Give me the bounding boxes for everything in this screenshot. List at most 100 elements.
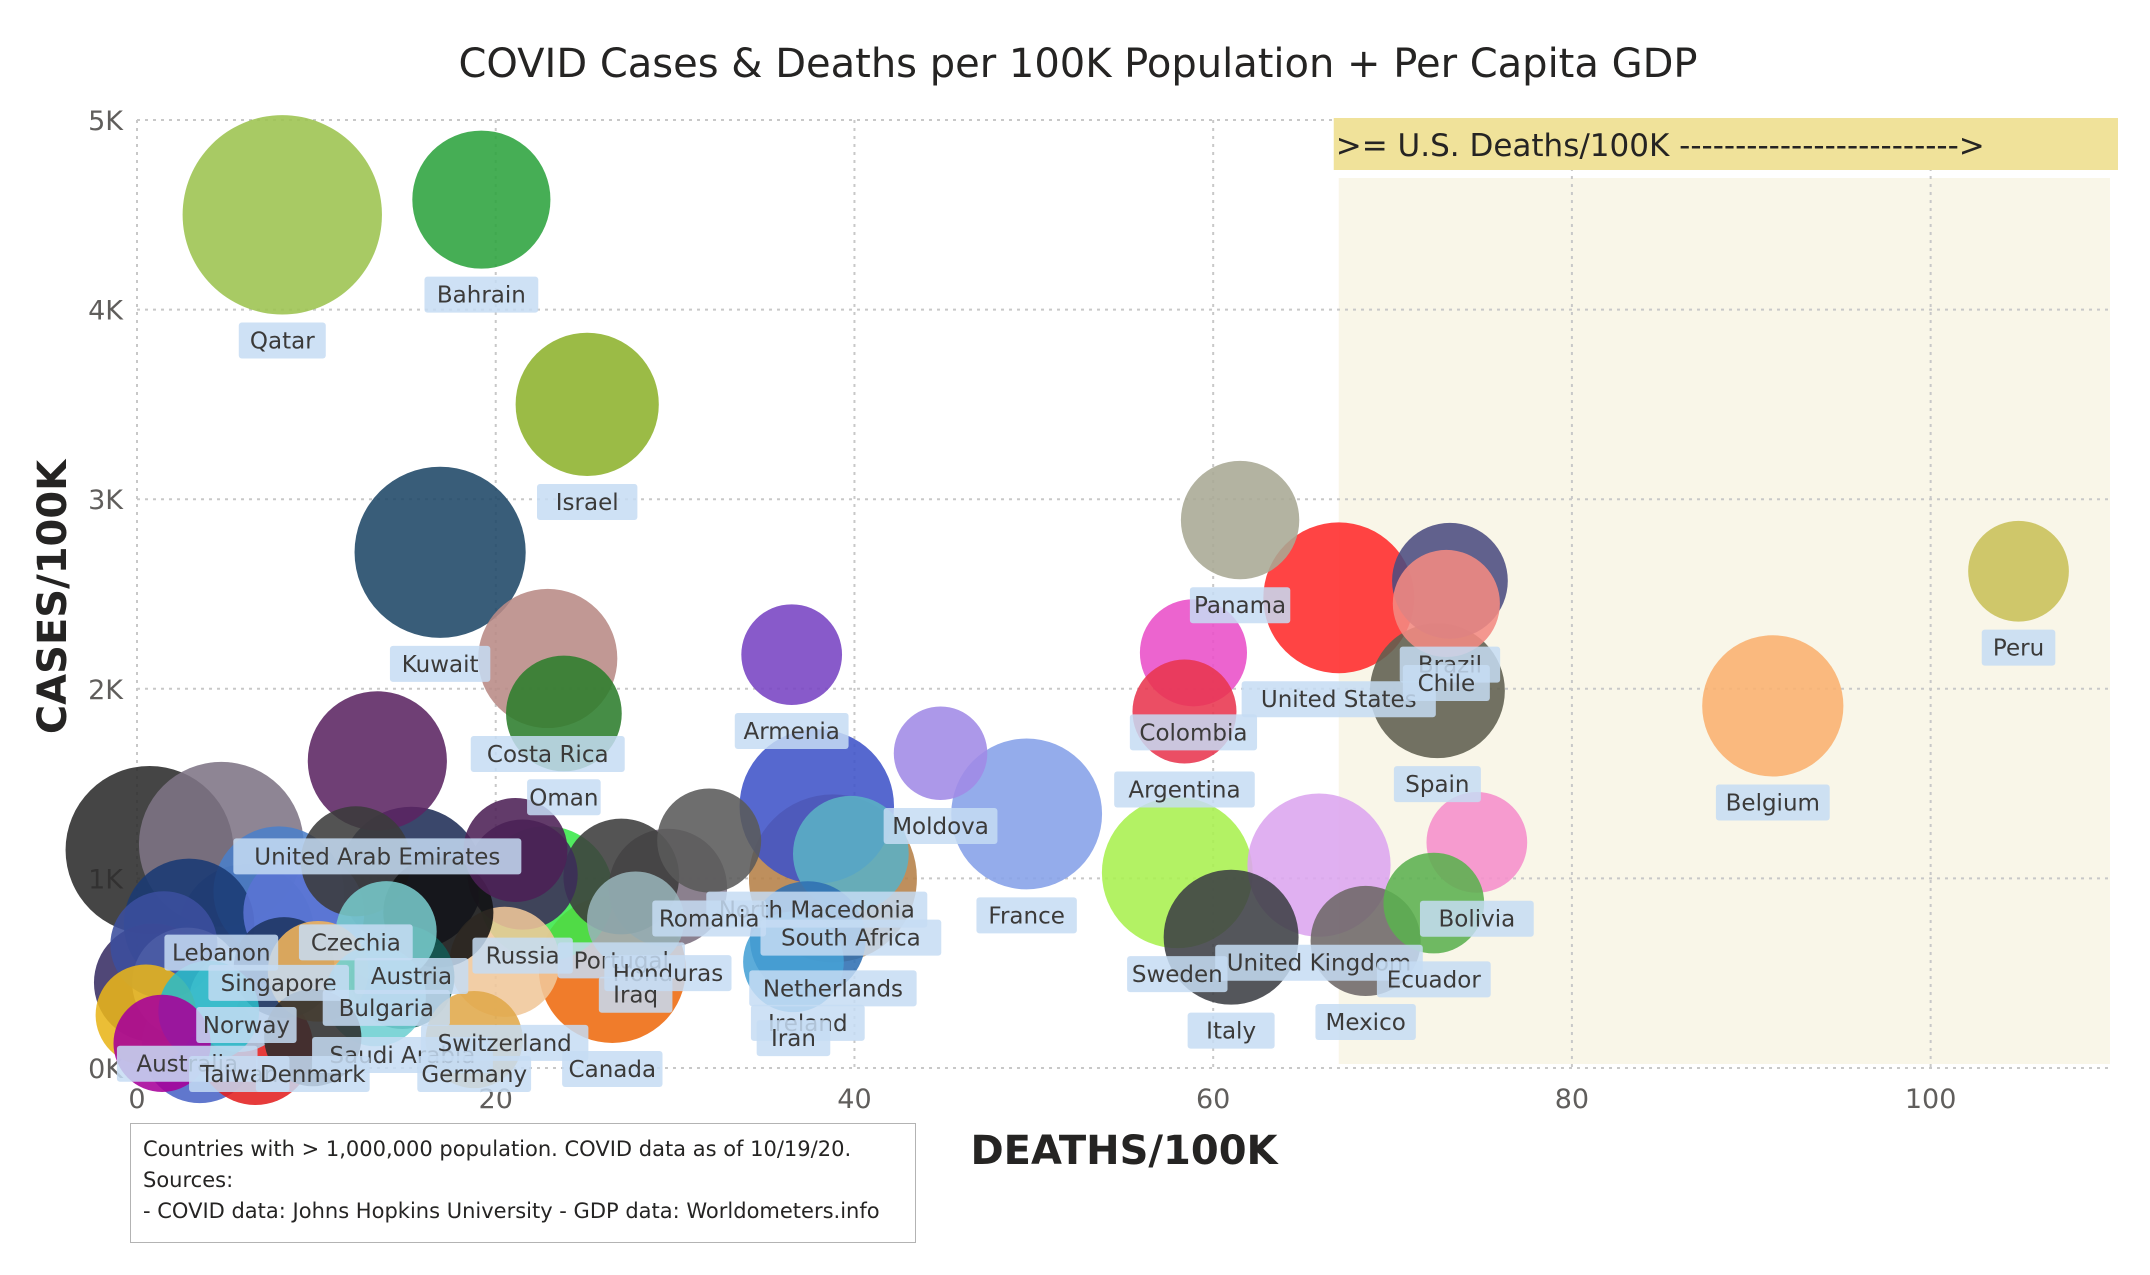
bubble-label-bahrain: Bahrain bbox=[424, 276, 539, 313]
us-deaths-banner-text: >= U.S. Deaths/100K --------------------… bbox=[1336, 128, 1985, 164]
bubble-label-bg bbox=[1402, 665, 1490, 702]
bubble-label-text: Lebanon bbox=[172, 941, 270, 967]
bubble-label-text: Panama bbox=[1194, 593, 1286, 619]
bubble-label-text: Spain bbox=[1405, 772, 1469, 798]
bubble-label-bg bbox=[255, 1056, 370, 1092]
bubble-label-text: Austria bbox=[371, 964, 452, 990]
bubble-label-bg bbox=[760, 919, 942, 956]
bubble-label-bolivia: Bolivia bbox=[1419, 900, 1534, 937]
y-tick-label: 5K bbox=[88, 106, 124, 137]
bubble-label-bg bbox=[1715, 784, 1830, 821]
bubble-label-text: Mexico bbox=[1325, 1010, 1405, 1036]
bubble-peru[interactable] bbox=[1968, 520, 2069, 622]
y-tick-label: 2K bbox=[88, 675, 124, 706]
bubble-label-chile: Chile bbox=[1402, 665, 1490, 702]
bubble-label-iran: Iran bbox=[756, 1020, 831, 1057]
bubble-label-bg bbox=[976, 897, 1077, 934]
bubble-label-netherlands: Netherlands bbox=[749, 970, 917, 1007]
y-tick-label: 4K bbox=[88, 296, 124, 327]
bubble-south-africa[interactable] bbox=[793, 795, 909, 912]
bubble-label-text: Armenia bbox=[743, 719, 839, 745]
bubble-label-text: Germany bbox=[421, 1062, 527, 1088]
bubble-label-germany: Germany bbox=[417, 1056, 532, 1092]
bubble-label-text: Czechia bbox=[311, 930, 401, 956]
note-line-data-sources: - COVID data: Johns Hopkins University -… bbox=[143, 1199, 880, 1223]
bubble-label-text: Iran bbox=[771, 1026, 816, 1052]
x-tick-label: 0 bbox=[128, 1084, 145, 1115]
bubble-kuwait[interactable] bbox=[354, 466, 526, 638]
x-tick-label: 40 bbox=[837, 1084, 871, 1115]
chart-title: COVID Cases & Deaths per 100K Population… bbox=[458, 41, 1697, 87]
bubble-label-text: Bolivia bbox=[1438, 907, 1515, 933]
bubble-label-text: Peru bbox=[1993, 636, 2044, 662]
bubble-romania[interactable] bbox=[657, 788, 762, 893]
bubble-label-united-states: United States bbox=[1241, 681, 1436, 718]
note-line-population: Countries with > 1,000,000 population. C… bbox=[143, 1137, 852, 1161]
x-axis-title: DEATHS/100K bbox=[970, 1128, 1279, 1174]
bubble-label-czechia: Czechia bbox=[298, 924, 413, 961]
bubble-label-bg bbox=[208, 964, 349, 1001]
bubble-label-text: Kuwait bbox=[402, 652, 479, 678]
bubble-label-israel: Israel bbox=[537, 483, 638, 520]
bubble-label-bg bbox=[1419, 900, 1534, 937]
bubble-label-text: Israel bbox=[556, 490, 619, 516]
bubble-label-bg bbox=[1315, 1004, 1416, 1041]
banner-layer: >= U.S. Deaths/100K --------------------… bbox=[1333, 118, 2118, 170]
us-deaths-banner bbox=[1333, 118, 2118, 170]
bubble-label-france: France bbox=[976, 897, 1077, 934]
bubble-label-united-arab-emirates: United Arab Emirates bbox=[233, 838, 522, 875]
bubble-label-text: Chile bbox=[1418, 671, 1476, 697]
bubble-label-text: Sweden bbox=[1132, 962, 1223, 988]
bubble-bahrain[interactable] bbox=[412, 130, 551, 269]
bubble-label-argentina: Argentina bbox=[1114, 771, 1255, 808]
bubble-label-italy: Italy bbox=[1187, 1012, 1275, 1049]
bubble-label-bg bbox=[749, 970, 917, 1007]
bubble-label-bg bbox=[1114, 771, 1255, 808]
bubble-label-bg bbox=[238, 322, 326, 359]
bubble-panama[interactable] bbox=[1180, 460, 1300, 580]
bubble-label-moldova: Moldova bbox=[883, 808, 998, 845]
bubble-label-switzerland: Switzerland bbox=[420, 1024, 589, 1061]
y-tick-label: 3K bbox=[88, 485, 124, 516]
bubble-label-austria: Austria bbox=[354, 957, 469, 994]
bubble-label-bg bbox=[164, 934, 279, 971]
bubble-label-bg bbox=[298, 924, 413, 961]
bubble-label-bg bbox=[1127, 956, 1228, 993]
bubble-united-states[interactable] bbox=[1263, 522, 1415, 674]
bubble-label-canada: Canada bbox=[562, 1050, 663, 1087]
bubble-armenia[interactable] bbox=[741, 604, 843, 706]
bubble-label-bg bbox=[417, 1056, 532, 1092]
bubble-label-sweden: Sweden bbox=[1127, 956, 1228, 993]
bubble-label-bg bbox=[562, 1050, 663, 1087]
bubble-label-bg bbox=[233, 838, 522, 875]
y-axis-title: CASES/100K bbox=[30, 458, 76, 734]
note-line-sources: Sources: bbox=[143, 1168, 234, 1192]
bubble-label-mexico: Mexico bbox=[1315, 1004, 1416, 1041]
bubble-label-bg bbox=[470, 736, 625, 773]
bubble-israel[interactable] bbox=[515, 332, 659, 476]
bubble-qatar[interactable] bbox=[182, 115, 382, 315]
bubble-label-bg bbox=[1187, 1012, 1275, 1049]
bubble-label-bg bbox=[472, 937, 573, 974]
bubble-label-panama: Panama bbox=[1189, 587, 1291, 624]
bubble-moldova[interactable] bbox=[893, 706, 988, 801]
bubble-label-text: Bulgaria bbox=[339, 996, 434, 1022]
bubble-label-text: Netherlands bbox=[763, 976, 903, 1002]
bubble-label-text: Romania bbox=[659, 906, 760, 932]
bubble-label-text: Italy bbox=[1206, 1019, 1256, 1045]
bubble-united-arab-emirates[interactable] bbox=[307, 691, 447, 831]
bubble-label-costa-rica: Costa Rica bbox=[470, 736, 625, 773]
bubble-label-denmark: Denmark bbox=[255, 1056, 370, 1092]
x-tick-label: 100 bbox=[1905, 1084, 1957, 1115]
bubble-label-bg bbox=[1215, 944, 1423, 981]
bubble-label-iraq: Iraq bbox=[598, 976, 673, 1013]
bubble-belgium[interactable] bbox=[1702, 635, 1844, 777]
bubble-chile[interactable] bbox=[1392, 549, 1500, 658]
bubble-label-bg bbox=[883, 808, 998, 845]
bubble-label-colombia: Colombia bbox=[1129, 714, 1258, 751]
bubble-label-text: Switzerland bbox=[438, 1031, 572, 1057]
bubble-label-bg bbox=[354, 957, 469, 994]
x-tick-label: 80 bbox=[1555, 1084, 1589, 1115]
bubble-label-lebanon: Lebanon bbox=[164, 934, 279, 971]
bubble-france[interactable] bbox=[951, 738, 1103, 890]
